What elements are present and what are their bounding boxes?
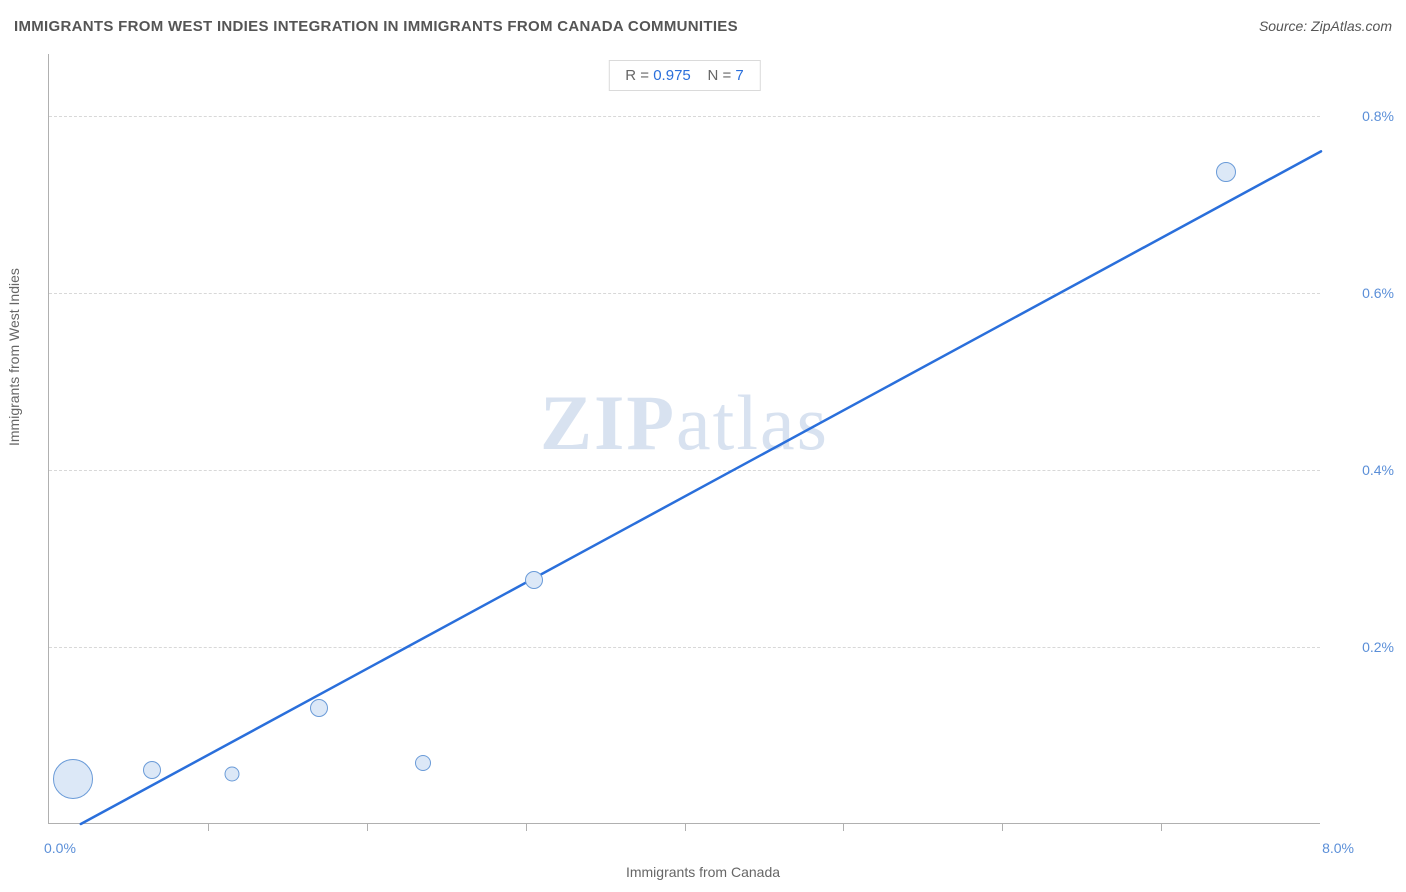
y-axis-label: Immigrants from West Indies bbox=[6, 268, 22, 446]
y-tick-label: 0.6% bbox=[1362, 285, 1394, 301]
x-tick bbox=[367, 823, 368, 831]
data-point bbox=[525, 571, 543, 589]
x-axis-end-label: 8.0% bbox=[1322, 840, 1354, 856]
x-tick bbox=[1161, 823, 1162, 831]
data-point bbox=[143, 761, 161, 779]
data-point bbox=[1216, 162, 1236, 182]
x-tick bbox=[208, 823, 209, 831]
data-point bbox=[310, 699, 328, 717]
y-tick-label: 0.8% bbox=[1362, 108, 1394, 124]
data-point bbox=[53, 759, 93, 799]
x-axis-start-label: 0.0% bbox=[44, 840, 76, 856]
x-axis-label: Immigrants from Canada bbox=[626, 864, 780, 880]
trendline bbox=[49, 54, 1320, 823]
x-tick bbox=[1002, 823, 1003, 831]
y-tick-label: 0.2% bbox=[1362, 639, 1394, 655]
y-tick-label: 0.4% bbox=[1362, 462, 1394, 478]
data-point bbox=[415, 755, 431, 771]
data-point bbox=[224, 767, 239, 782]
x-tick bbox=[526, 823, 527, 831]
chart-plot-area: ZIPatlas R = 0.975 N = 7 bbox=[48, 54, 1320, 824]
source-attribution: Source: ZipAtlas.com bbox=[1259, 18, 1392, 34]
chart-title: IMMIGRANTS FROM WEST INDIES INTEGRATION … bbox=[14, 18, 738, 35]
x-tick bbox=[685, 823, 686, 831]
x-tick bbox=[843, 823, 844, 831]
